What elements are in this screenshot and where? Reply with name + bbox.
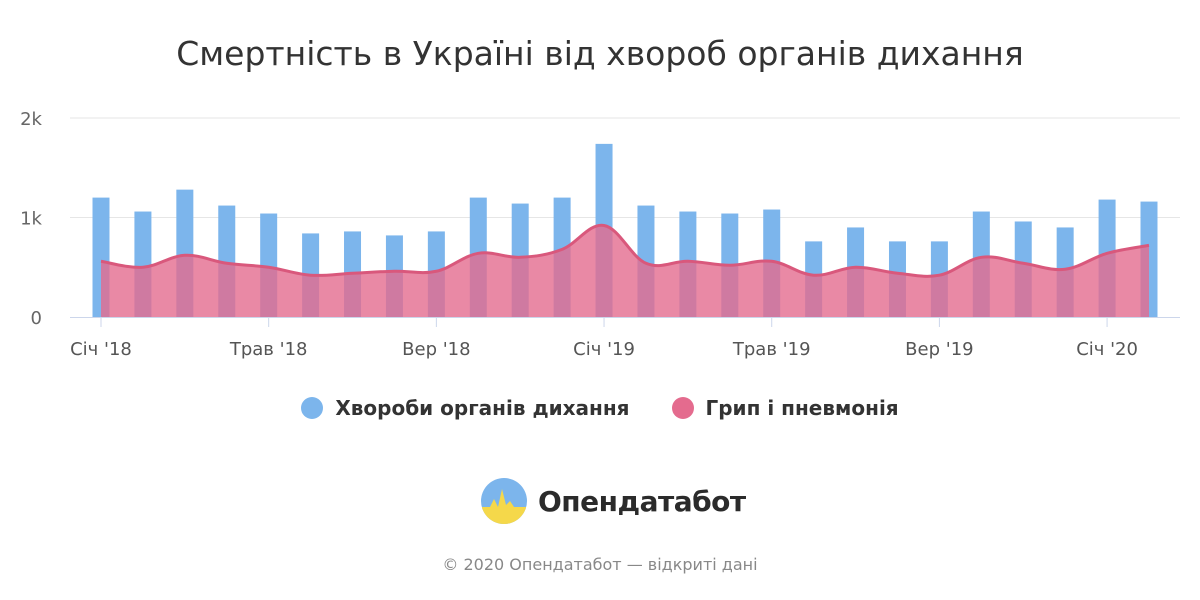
chart-legend: Хвороби органів дихання Грип і пневмонія <box>0 396 1200 420</box>
x-tick-label: Вер '19 <box>905 339 973 360</box>
brand-name: Опендатабот <box>538 484 746 518</box>
opendatabot-logo-icon <box>481 478 527 524</box>
area-line-flu-pneumonia <box>100 223 1150 278</box>
legend-label-flu-pneumonia: Грип і пневмонія <box>705 396 899 420</box>
brand-logo: Опендатабот <box>480 476 746 526</box>
footer-text: © 2020 Опендатабот — відкриті дані <box>442 555 758 574</box>
legend-label-respiratory: Хвороби органів дихання <box>335 396 630 420</box>
x-tick-label: Трав '18 <box>229 339 308 360</box>
legend-dot-respiratory <box>301 397 324 419</box>
x-tick-label: Січ '20 <box>1076 339 1138 360</box>
legend-item-flu-pneumonia[interactable]: Грип і пневмонія <box>671 396 899 420</box>
chart-plot: 0 1k 2k Січ '18 Трав '18 Вер '18 Січ '19 Трав '… <box>20 109 1180 360</box>
y-tick-label: 0 <box>31 308 42 329</box>
x-tick-label: Вер '18 <box>402 339 470 360</box>
chart-title: Смертність в Україні від хвороб органів … <box>176 34 1024 73</box>
x-tick-label: Січ '19 <box>573 339 635 360</box>
x-tick-label: Січ '18 <box>70 339 132 360</box>
x-tick-label: Трав '19 <box>732 339 811 360</box>
legend-item-respiratory[interactable]: Хвороби органів дихання <box>301 396 630 420</box>
y-tick-label: 1k <box>20 209 42 230</box>
area-fill-flu-pneumonia <box>101 225 1149 317</box>
legend-dot-flu-pneumonia <box>671 397 694 419</box>
y-tick-label: 2k <box>20 109 42 130</box>
